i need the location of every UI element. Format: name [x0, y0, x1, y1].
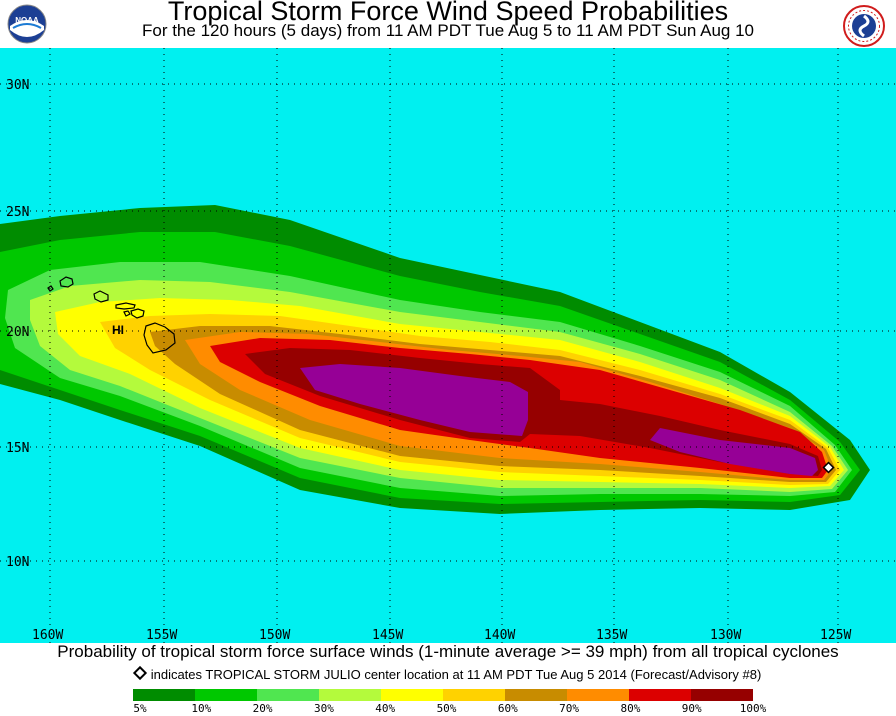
- legend-label: 20%: [252, 702, 273, 715]
- legend-label: 10%: [191, 702, 212, 715]
- longitude-label: 135W: [596, 628, 627, 643]
- longitude-label: 125W: [820, 628, 851, 643]
- map-subtitle: For the 120 hours (5 days) from 11 AM PD…: [141, 21, 755, 40]
- legend-label: 40%: [375, 702, 396, 715]
- legend-label: 60%: [497, 702, 518, 715]
- legend-label: 90%: [681, 702, 702, 715]
- longitude-label: 160W: [32, 628, 63, 643]
- storm-note: indicates TROPICAL STORM JULIO center lo…: [0, 665, 896, 682]
- latitude-labels: 30N 25N 20N 15N 10N: [6, 78, 29, 570]
- probability-band: [300, 364, 818, 476]
- storm-note-text: indicates TROPICAL STORM JULIO center lo…: [150, 667, 762, 682]
- latitude-label: 10N: [6, 555, 29, 570]
- longitude-label: 155W: [146, 628, 177, 643]
- probability-bands: [0, 205, 870, 514]
- svg-text:NOAA: NOAA: [15, 16, 39, 25]
- storm-center-marker: [822, 461, 835, 474]
- map-caption: Probability of tropical storm force surf…: [57, 642, 839, 661]
- legend-swatch: [257, 689, 319, 701]
- latitude-label: 20N: [6, 325, 29, 340]
- legend-swatch: [381, 689, 443, 701]
- legend-swatch: [443, 689, 505, 701]
- longitude-labels: 160W 155W 150W 145W 140W 135W 130W 125W: [32, 628, 851, 643]
- longitude-label: 130W: [710, 628, 741, 643]
- longitude-label: 140W: [484, 628, 515, 643]
- header: NOAA Tropical Storm Force Wind Speed Pro…: [0, 0, 896, 48]
- legend-swatch: [691, 689, 753, 701]
- diamond-icon: [132, 665, 147, 681]
- legend-label: 50%: [436, 702, 457, 715]
- legend-labels: 5% 10% 20% 30% 40% 50% 60% 70% 80% 90% 100%: [0, 702, 896, 716]
- maui-island: [130, 308, 145, 319]
- legend-swatch: [195, 689, 257, 701]
- latitude-label: 25N: [6, 205, 29, 220]
- niihau-island: [47, 285, 54, 292]
- longitude-label: 150W: [259, 628, 290, 643]
- legend-swatch: [567, 689, 629, 701]
- legend-label: 30%: [313, 702, 334, 715]
- big-island: [143, 322, 176, 354]
- legend-swatch: [505, 689, 567, 701]
- noaa-logo: NOAA: [7, 4, 47, 44]
- oahu-island: [93, 290, 109, 303]
- hawaiian-islands: [47, 276, 176, 354]
- map-title: Tropical Storm Force Wind Speed Probabil…: [167, 0, 729, 26]
- color-legend: [133, 689, 753, 701]
- legend-label: 70%: [559, 702, 580, 715]
- legend-swatch: [629, 689, 691, 701]
- lanai-island: [123, 310, 131, 317]
- longitude-label: 145W: [372, 628, 403, 643]
- region-label: HI: [112, 323, 124, 337]
- latitude-label: 15N: [6, 441, 29, 456]
- molokai-island: [115, 302, 136, 310]
- kauai-island: [59, 276, 74, 288]
- latitude-label: 30N: [6, 78, 29, 93]
- legend-swatch: [133, 689, 195, 701]
- legend-label: 80%: [620, 702, 641, 715]
- nws-logo: [842, 4, 885, 47]
- legend-label: 100%: [739, 702, 767, 715]
- probability-map: HI 30N 25N 20N 15N 10N 160W 155W 150W 145W 140W 1…: [0, 48, 896, 643]
- legend-label: 5%: [133, 702, 147, 715]
- legend-swatch: [319, 689, 381, 701]
